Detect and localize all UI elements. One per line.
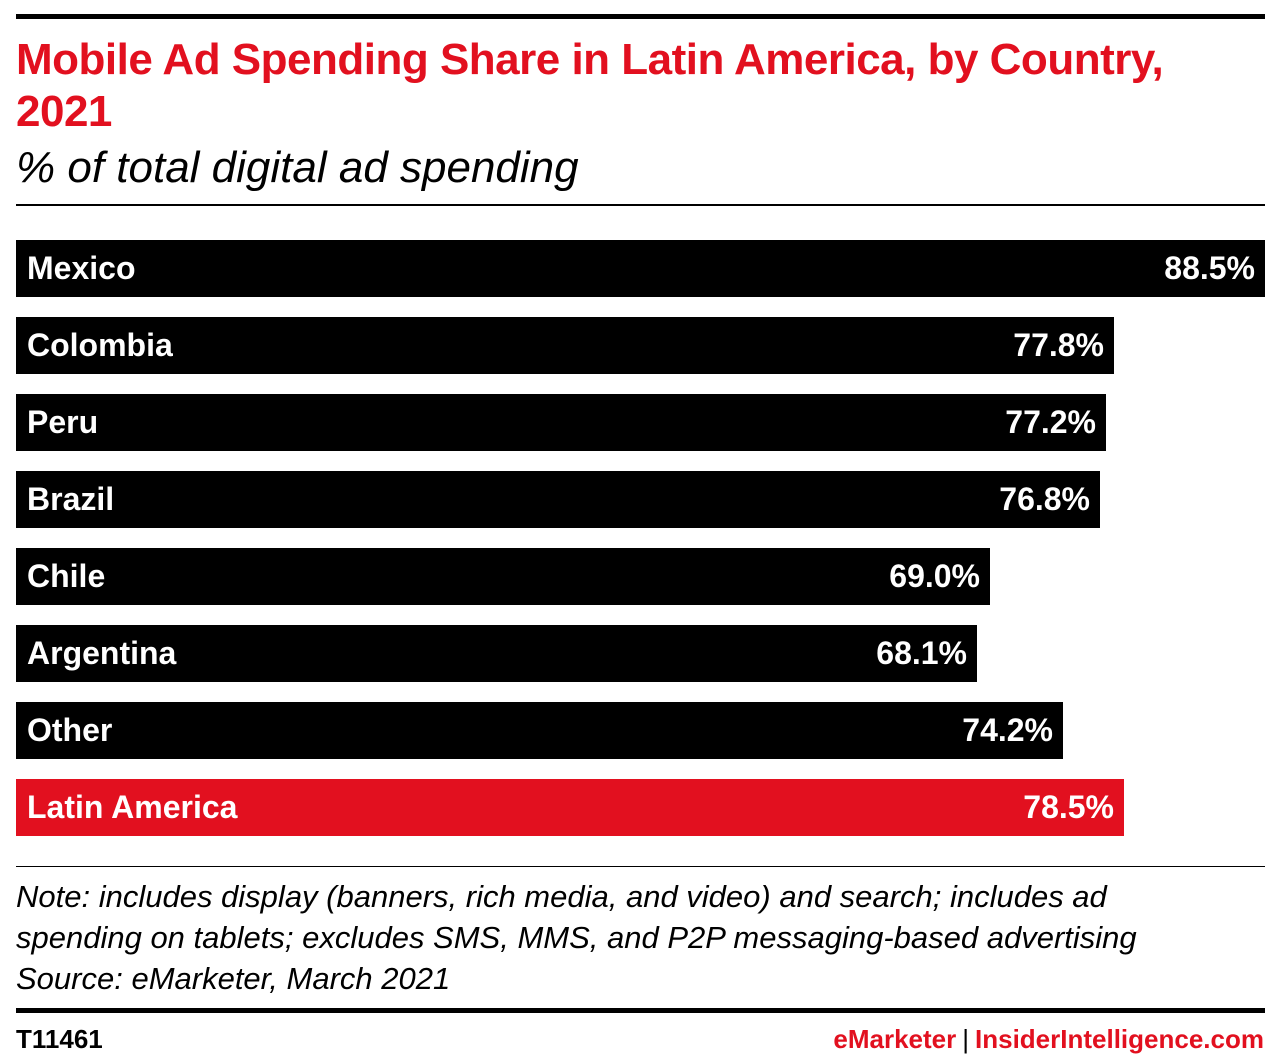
chart-subtitle: % of total digital ad spending <box>16 143 579 192</box>
chart-note: Note: includes display (banners, rich me… <box>16 876 1271 999</box>
bar-value-label: 78.5% <box>1023 789 1114 825</box>
bar-category-label: Peru <box>27 404 99 440</box>
bar-peru: Peru 77.2% <box>16 394 1106 451</box>
chart-id: T11461 <box>16 1024 103 1054</box>
source-line: Source: eMarketer, March 2021 <box>16 961 451 996</box>
title-rule <box>16 204 1265 206</box>
brand-insider-intelligence-link[interactable]: InsiderIntelligence.com <box>975 1024 1264 1054</box>
chart-title: Mobile Ad Spending Share in Latin Americ… <box>16 35 1164 136</box>
bar-chile: Chile 69.0% <box>16 548 990 605</box>
bar-category-label: Latin America <box>27 789 238 825</box>
bar-mexico: Mexico 88.5% <box>16 240 1265 297</box>
brand-emarketer[interactable]: eMarketer <box>833 1024 957 1054</box>
bar-category-label: Mexico <box>27 250 136 286</box>
bar-brazil: Brazil 76.8% <box>16 471 1100 528</box>
brand-footer: eMarketer | InsiderIntelligence.com <box>833 1022 1264 1056</box>
bar-colombia: Colombia 77.8% <box>16 317 1114 374</box>
bar-value-label: 76.8% <box>999 481 1090 517</box>
top-rule <box>16 14 1265 19</box>
note-line: spending on tablets; excludes SMS, MMS, … <box>16 920 1137 955</box>
bar-value-label: 77.2% <box>1005 404 1096 440</box>
bar-value-label: 69.0% <box>889 558 980 594</box>
note-line: Note: includes display (banners, rich me… <box>16 879 1107 914</box>
footer-rule <box>16 1008 1265 1013</box>
bar-other: Other 74.2% <box>16 702 1063 759</box>
bar-value-label: 68.1% <box>876 635 967 671</box>
bar-chart: Mexico 88.5% Colombia 77.8% Peru 77.2% Brazil 7… <box>16 240 1265 840</box>
bar-category-label: Brazil <box>27 481 115 517</box>
bar-argentina: Argentina 68.1% <box>16 625 977 682</box>
bar-value-label: 77.8% <box>1013 327 1104 363</box>
brand-separator: | <box>962 1024 970 1054</box>
bar-value-label: 74.2% <box>962 712 1053 748</box>
note-rule <box>16 866 1265 867</box>
bar-category-label: Chile <box>27 558 106 594</box>
bar-value-label: 88.5% <box>1164 250 1255 286</box>
bar-latin-america: Latin America 78.5% <box>16 779 1124 836</box>
bar-category-label: Other <box>27 712 113 748</box>
bar-category-label: Argentina <box>27 635 177 671</box>
bar-category-label: Colombia <box>27 327 173 363</box>
